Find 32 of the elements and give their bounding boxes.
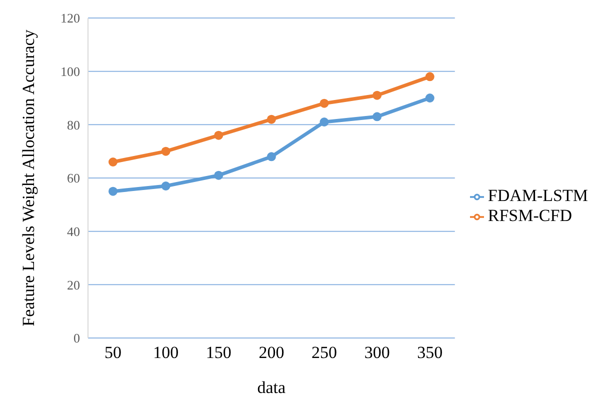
x-tick-label: 100: [153, 343, 179, 362]
legend-label: RFSM-CFD: [488, 206, 572, 224]
y-tick-label: 120: [60, 10, 80, 26]
point: [214, 170, 224, 180]
y-tick-label: 20: [67, 277, 80, 292]
point: [372, 90, 382, 100]
x-axis-title: data: [257, 378, 286, 397]
x-tick-label: 250: [312, 343, 337, 362]
point: [266, 152, 276, 162]
point: [372, 112, 382, 122]
point: [161, 146, 170, 156]
point: [425, 72, 434, 82]
x-tick-label: 150: [206, 343, 232, 362]
point: [108, 158, 118, 166]
y-tick-label: 40: [67, 224, 80, 239]
point: [161, 182, 170, 190]
x-tick-label: 300: [364, 343, 390, 362]
point: [320, 118, 329, 126]
legend-label: FDAM-LSTM: [488, 186, 588, 204]
point: [214, 130, 224, 140]
point: [108, 186, 118, 196]
y-tick-label: 0: [74, 330, 80, 346]
y-axis-title: Feature Levels Weight Allocation Accuracy: [19, 29, 38, 326]
x-tick-label: 200: [258, 343, 284, 362]
point: [425, 94, 434, 102]
x-tick-label: 350: [417, 343, 443, 362]
y-tick-label: 60: [67, 170, 80, 186]
point: [266, 114, 276, 124]
y-tick-label: 100: [60, 64, 80, 79]
x-tick-label: 50: [104, 343, 122, 362]
point: [320, 98, 329, 108]
y-tick-label: 80: [67, 117, 80, 132]
